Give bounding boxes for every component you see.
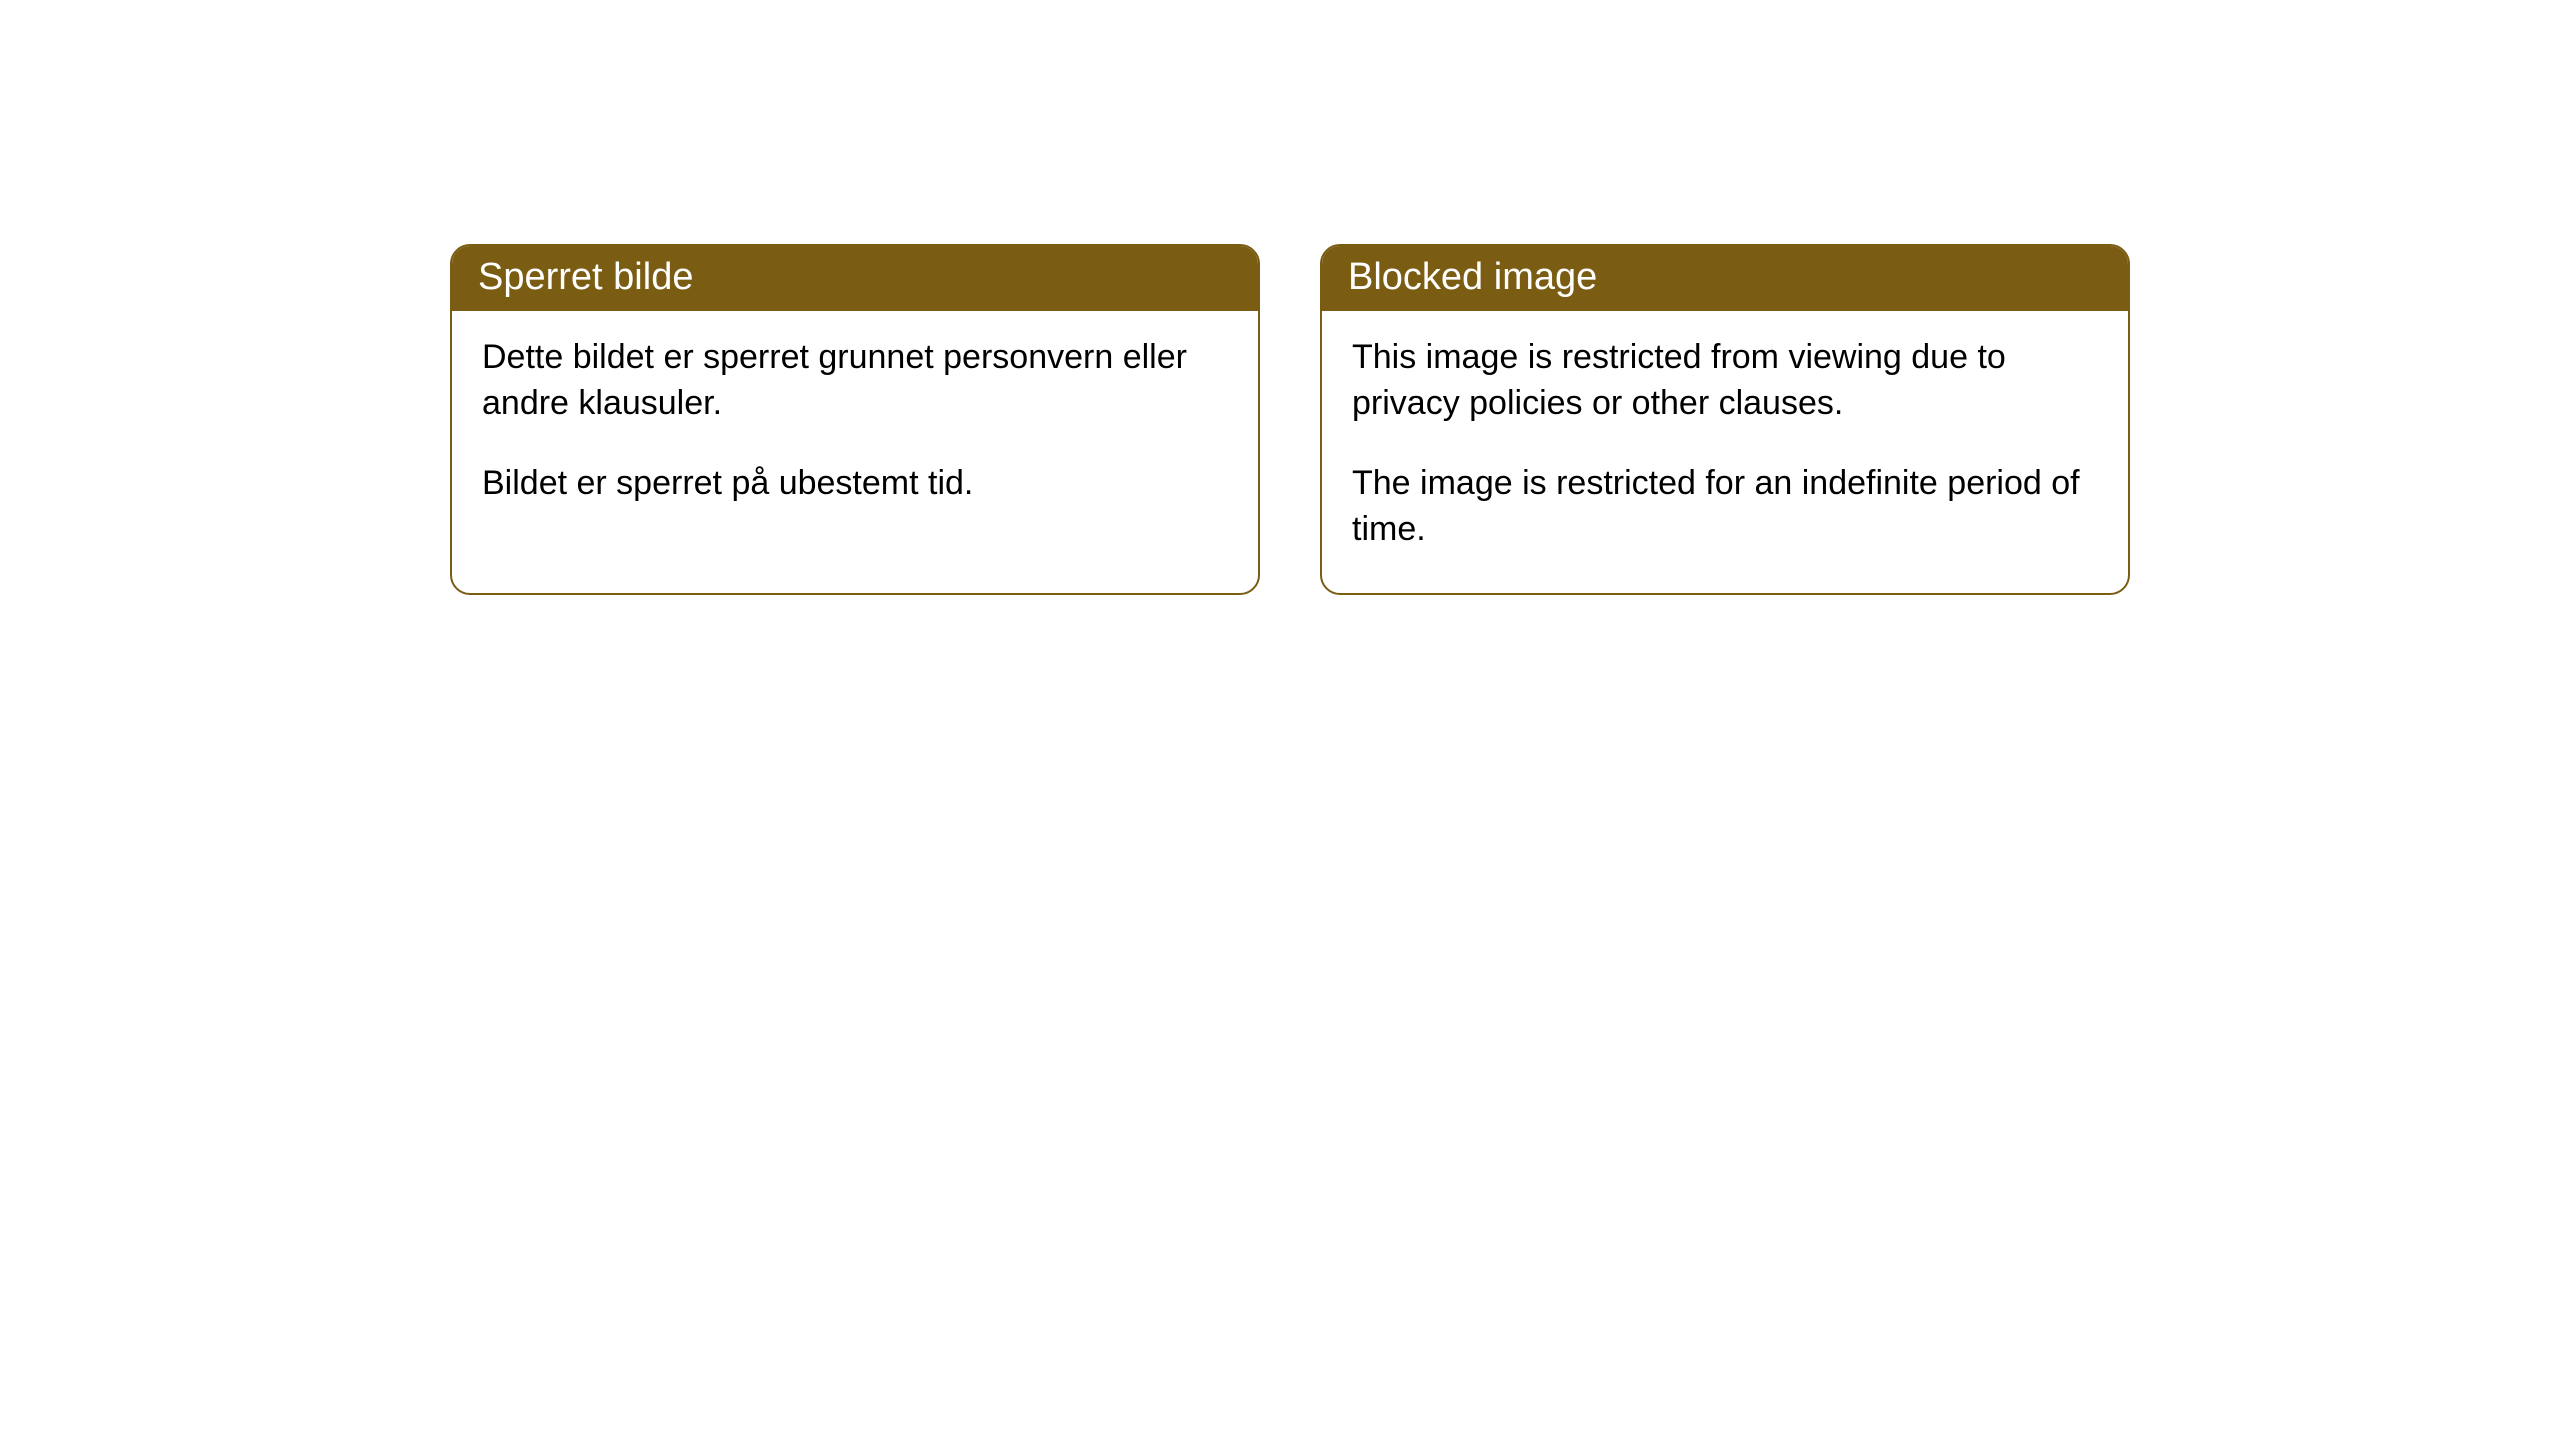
card-norwegian: Sperret bilde Dette bildet er sperret gr… bbox=[450, 244, 1260, 595]
card-header: Sperret bilde bbox=[452, 246, 1258, 311]
card-paragraph: Dette bildet er sperret grunnet personve… bbox=[482, 335, 1228, 427]
card-paragraph: Bildet er sperret på ubestemt tid. bbox=[482, 461, 1228, 507]
card-title: Sperret bilde bbox=[478, 256, 693, 298]
card-body: Dette bildet er sperret grunnet personve… bbox=[452, 311, 1258, 547]
card-header: Blocked image bbox=[1322, 246, 2128, 311]
cards-container: Sperret bilde Dette bildet er sperret gr… bbox=[450, 244, 2130, 595]
card-paragraph: The image is restricted for an indefinit… bbox=[1352, 461, 2098, 553]
card-english: Blocked image This image is restricted f… bbox=[1320, 244, 2130, 595]
card-paragraph: This image is restricted from viewing du… bbox=[1352, 335, 2098, 427]
card-body: This image is restricted from viewing du… bbox=[1322, 311, 2128, 593]
card-title: Blocked image bbox=[1348, 256, 1597, 298]
